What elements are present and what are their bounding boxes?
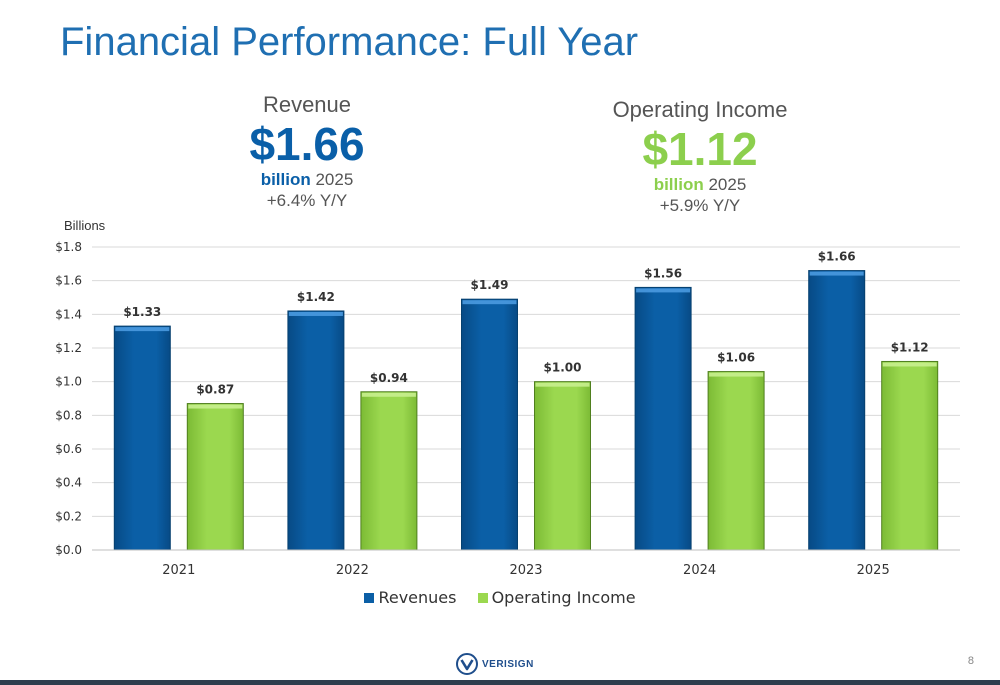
revenue-kpi-value: $1.66 [249,118,365,170]
operating-income-kpi-year: 2025 [708,175,747,194]
operating-income-kpi: Operating Income $1.12 billion 2025 +5.9… [580,97,820,217]
y-tick-label: $1.4 [55,307,82,321]
y-tick-label: $1.2 [55,341,82,355]
legend-label-revenues: Revenues [378,588,457,607]
revenue-data-label: $1.33 [123,305,161,319]
operating-income-data-label: $1.12 [891,340,929,354]
y-tick-label: $0.0 [55,543,82,557]
operating-income-bar-highlight [188,404,243,409]
revenue-bar [287,310,345,551]
chart-units-label: Billions [64,218,106,233]
operating-income-data-label: $1.00 [544,361,582,375]
revenue-bar [634,286,692,551]
revenue-data-label: $1.49 [471,278,509,292]
legend-swatch-revenues [364,593,375,603]
operating-income-data-label: $1.06 [717,351,755,365]
y-tick-label: $0.8 [55,408,82,422]
operating-income-kpi-unit-line: billion 2025 [580,175,820,195]
verisign-logo-icon [456,653,478,675]
x-tick-label: 2022 [336,563,369,578]
revenue-bar-highlight [462,300,517,305]
operating-income-kpi-value: $1.12 [642,123,758,175]
y-tick-label: $0.4 [55,476,82,490]
operating-income-bar-highlight [709,372,764,377]
operating-income-bar [534,381,591,551]
y-tick-label: $1.6 [55,274,82,288]
x-tick-label: 2021 [162,563,195,578]
revenue-kpi-year: 2025 [315,170,354,189]
revenue-bar-highlight [636,288,691,293]
page-number: 8 [967,655,974,667]
revenue-bar-highlight [809,271,864,276]
x-tick-label: 2024 [683,563,716,578]
operating-income-bar-highlight [361,392,416,397]
revenue-kpi-unit-line: billion 2025 [207,170,407,190]
revenue-data-label: $1.56 [644,266,682,280]
legend-item-revenues: Revenues [364,588,456,607]
bar-chart: $0.0 $0.2 $0.4 $0.6 $0.8 $1.0 $1.2 $1.4 $1.6 $1.8… [55,240,960,578]
y-tick-label: $1.0 [55,375,82,389]
y-tick-label: $0.6 [55,442,82,456]
revenue-bar-highlight [115,327,170,332]
chart-legend: Revenues Operating Income [0,588,1000,607]
y-tick-label: $0.2 [55,509,82,523]
verisign-logo: VERISIGN [456,651,534,677]
revenue-bar [808,270,866,551]
legend-swatch-operating-income [477,593,488,603]
revenue-bar [461,298,518,551]
revenue-bar-highlight [288,311,343,316]
slide-title: Financial Performance: Full Year [60,20,639,64]
operating-income-kpi-change: +5.9% Y/Y [659,196,741,215]
revenue-kpi-label: Revenue [262,92,352,117]
operating-income-bar [707,371,765,551]
revenue-data-label: $1.66 [818,250,856,264]
x-tick-label: 2025 [857,563,890,578]
verisign-logo-text: VERISIGN [482,658,534,670]
operating-income-bar [360,391,418,551]
operating-income-data-label: $0.87 [196,383,234,397]
revenue-bar [113,325,171,551]
revenue-data-label: $1.42 [297,290,335,304]
operating-income-data-label: $0.94 [370,371,408,385]
revenue-kpi: Revenue $1.66 billion 2025 +6.4% Y/Y [207,92,407,212]
operating-income-bar-highlight [882,362,937,367]
revenue-kpi-unit: billion [260,170,311,189]
revenue-kpi-change: +6.4% Y/Y [266,191,348,210]
operating-income-bar [186,403,244,551]
operating-income-bar-highlight [535,382,590,387]
footer-bar [0,680,1000,685]
legend-item-operating-income: Operating Income [477,588,636,607]
y-tick-label: $1.8 [55,240,82,254]
x-tick-label: 2023 [509,563,542,578]
operating-income-kpi-unit: billion [653,175,704,194]
operating-income-kpi-label: Operating Income [612,97,788,122]
legend-label-operating-income: Operating Income [491,588,636,607]
operating-income-bar [881,360,939,551]
